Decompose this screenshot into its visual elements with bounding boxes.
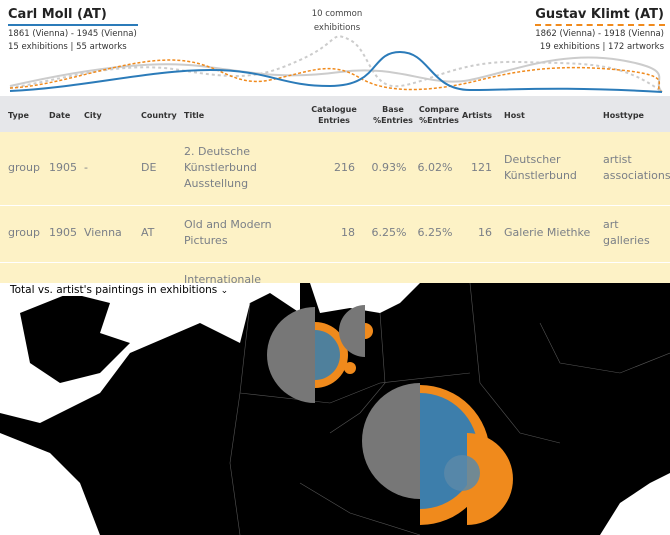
table-row [0,132,670,205]
circle-artist [344,362,356,374]
curve [9,59,663,93]
cell: group [8,226,40,239]
circle-artist [315,330,340,380]
column-header: Title [184,111,205,120]
cell: Deutscher Künstlerbund [504,153,577,182]
circle-total [339,305,365,357]
circle-total [267,307,315,403]
cell: 121 [471,161,492,174]
table-row [0,205,670,263]
cell: 0.93% [371,161,407,174]
cell: Vienna [84,226,122,239]
artist-stats: 19 exhibitions | 172 artworks [539,42,664,52]
cell: artist associations [603,153,670,182]
column-header: Country [141,111,177,120]
table-header [0,96,670,132]
cell: - [84,161,88,174]
map [0,283,670,535]
sea [600,473,670,535]
circle-artist [444,455,480,491]
cell: art galleries [603,218,650,247]
artist-line [8,24,138,26]
curve [9,50,663,93]
artist-stats: 15 exhibitions | 55 artworks [8,42,127,52]
cell: 216 [334,161,355,174]
borders [229,283,670,535]
cell: group [8,161,40,174]
circle-artist [365,323,373,339]
column-header: City [84,111,102,120]
artist-life: 1862 (Vienna) - 1918 (Vienna) [535,29,664,39]
artist-line [535,24,665,26]
chevron: ⌄ [220,286,229,296]
column-header: Hosttype [603,111,644,120]
cell: Old and Modern Pictures [184,218,272,247]
column-header: Artists [462,111,493,120]
cell: 6.02% [417,161,453,174]
cell: 1905 [49,161,77,174]
cell: 6.25% [371,226,407,239]
land [20,293,130,383]
column-header: Host [504,111,525,120]
curve [9,56,663,93]
common-exhibitions: 10 common exhibitions [311,9,363,33]
cell: Internationale [184,273,261,286]
timeline [9,35,663,93]
circle-artist [467,433,513,525]
circle-total [362,383,420,499]
column-header: Compare %Entries [418,105,460,125]
artist-name: Carl Moll (AT) [8,7,107,22]
cell: 16 [478,226,492,239]
curve [9,35,663,93]
cell: AT [141,226,155,239]
column-header: Base %Entries [373,105,413,125]
table-row [0,262,670,285]
sea [0,433,100,535]
selector-text: Total vs. artist's paintings in exhibiti… [10,284,218,296]
sea [310,283,420,313]
cell: 2. Deutsche Künstlerbund Ausstellung [184,145,257,190]
column-header: Date [49,111,71,120]
cell: 6.25% [417,226,453,239]
column-header: Catalogue Entries [311,105,357,125]
artist-life: 1861 (Vienna) - 1945 (Vienna) [8,29,137,39]
cell: 1905 [49,226,77,239]
column-header: Type [8,111,29,120]
cell: DE [141,161,157,174]
map-selector[interactable]: Total vs. artist's paintings in exhibiti… [8,284,231,296]
cell: Galerie Miethke [504,226,591,239]
cell: 18 [341,226,355,239]
artist-name: Gustav Klimt (AT) [535,7,664,22]
